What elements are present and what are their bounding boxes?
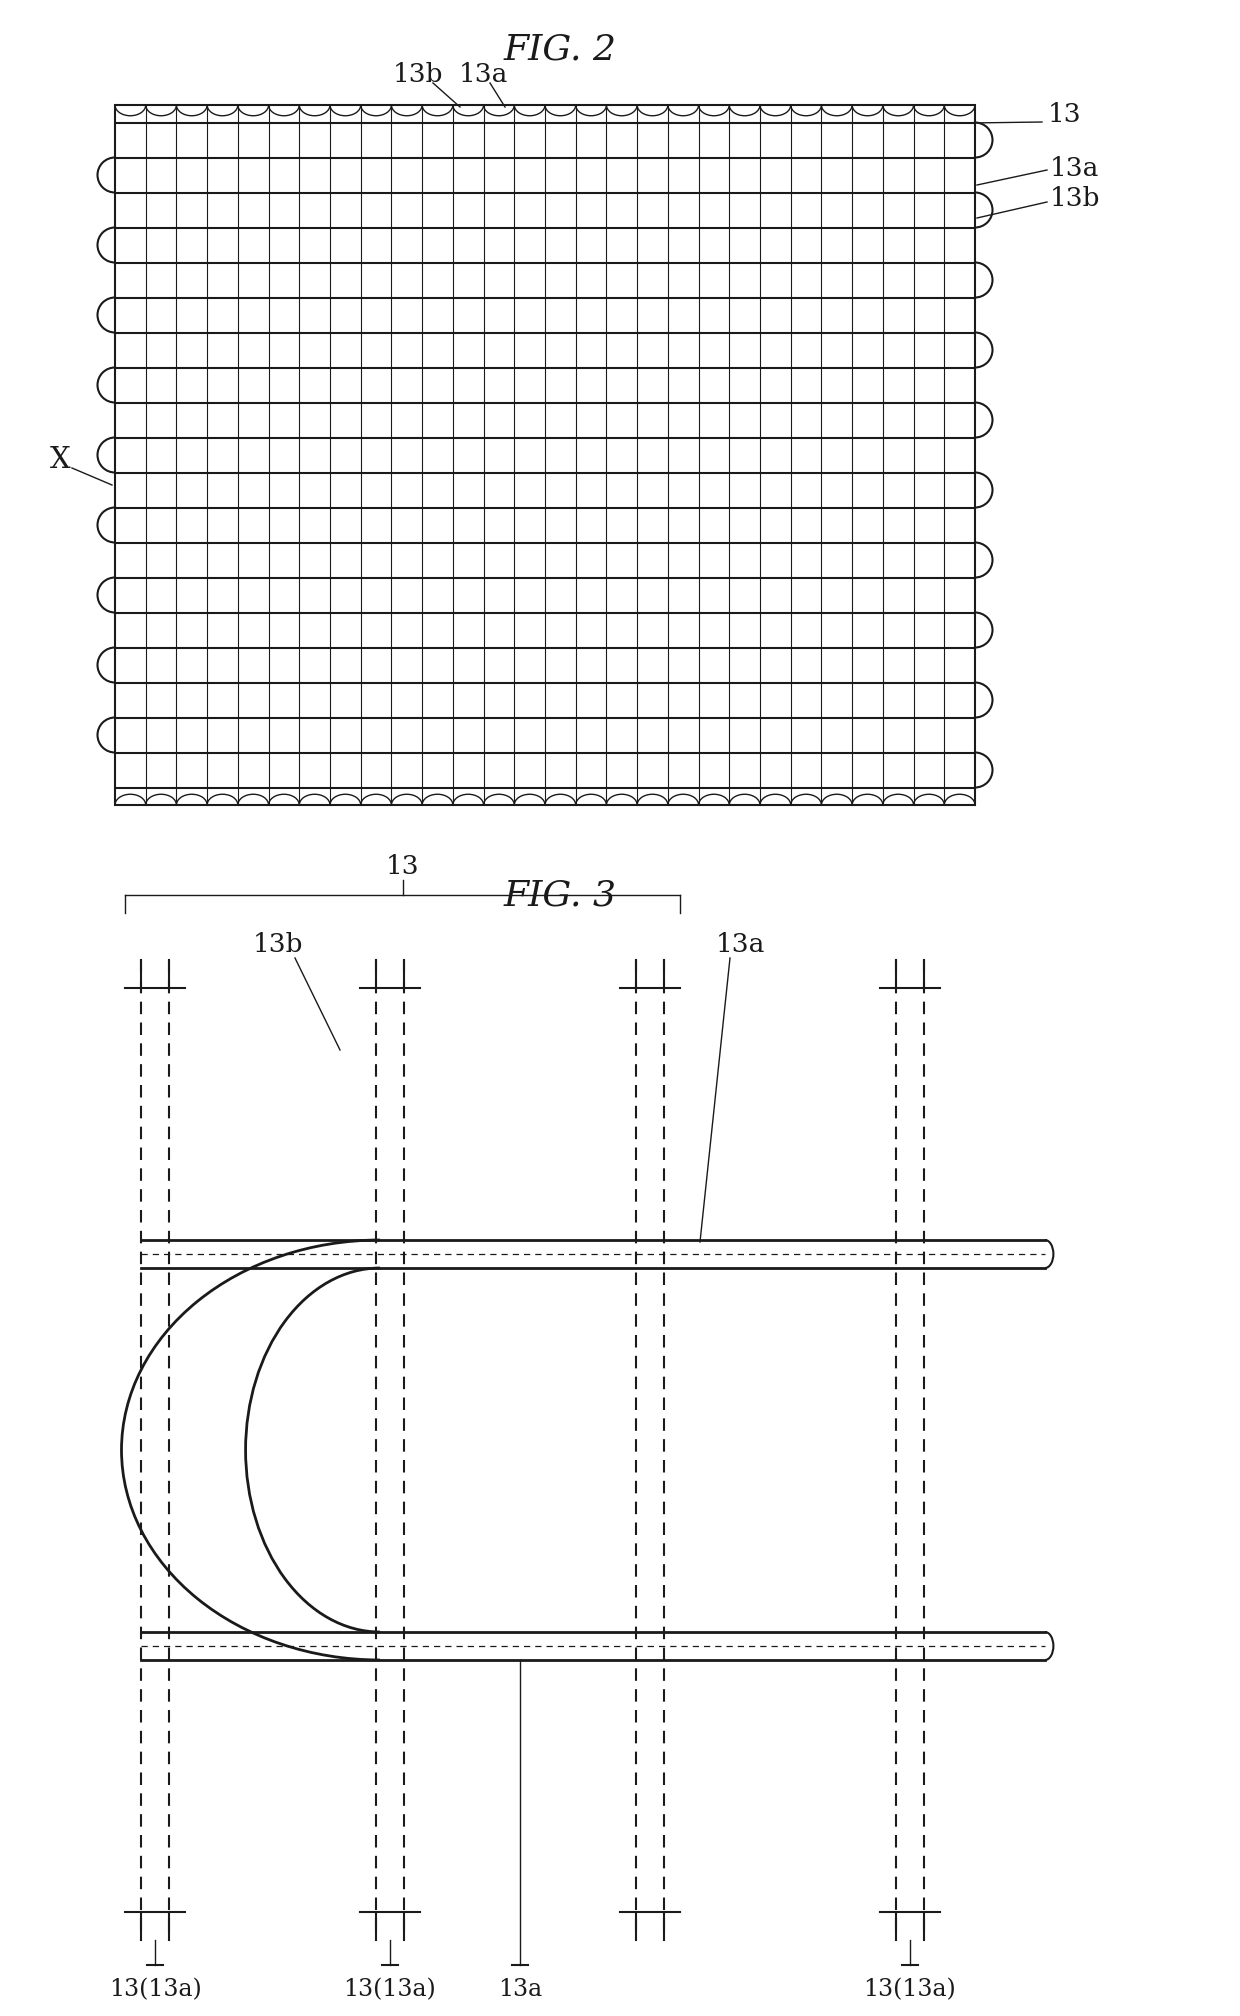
Text: 13a: 13a <box>459 62 507 87</box>
Text: 13b: 13b <box>1050 185 1101 210</box>
Text: 13(13a): 13(13a) <box>343 1978 436 2002</box>
Text: 13: 13 <box>386 855 419 879</box>
Text: FIG. 3: FIG. 3 <box>503 879 616 911</box>
Bar <box>115 105 975 804</box>
Text: 13a: 13a <box>715 933 765 958</box>
Text: 13: 13 <box>1048 103 1081 127</box>
Text: 13(13a): 13(13a) <box>109 1978 201 2002</box>
Text: 13b: 13b <box>393 62 443 87</box>
Text: FIG. 2: FIG. 2 <box>503 32 616 67</box>
Text: X: X <box>50 446 71 474</box>
Text: 13b: 13b <box>253 933 304 958</box>
Text: 13a: 13a <box>1050 155 1100 181</box>
Text: 13(13a): 13(13a) <box>863 1978 956 2002</box>
Text: 13a: 13a <box>498 1978 542 2002</box>
